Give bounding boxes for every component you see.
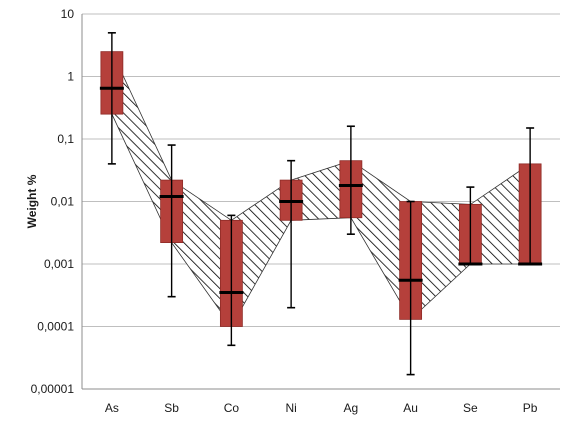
x-tick-label: Co [224,401,240,415]
x-tick-label: As [105,401,119,415]
y-tick-label: 0,001 [44,257,74,271]
y-tick-label: 0,0001 [37,320,74,334]
y-tick-label: 0,1 [57,132,74,146]
x-tick-label: Au [403,401,418,415]
y-tick-label: 1 [67,70,74,84]
x-tick-label: Sb [164,401,179,415]
x-tick-label: Pb [523,401,538,415]
whiskers [99,32,543,376]
x-tick-label: Ni [285,401,296,415]
y-axis-label: Weight % [25,174,39,228]
x-tick-label: Ag [344,401,359,415]
y-tick-label: 0,00001 [31,382,75,396]
x-tick-label: Se [463,401,478,415]
axes [81,14,560,390]
y-tick-label: 10 [61,7,75,21]
y-tick-label: 0,01 [51,195,75,209]
tick-labels: 0,00001 0,0001 0,001 0,01 0,1 1 10 As Sb Co Ni Ag Au… [31,7,538,415]
